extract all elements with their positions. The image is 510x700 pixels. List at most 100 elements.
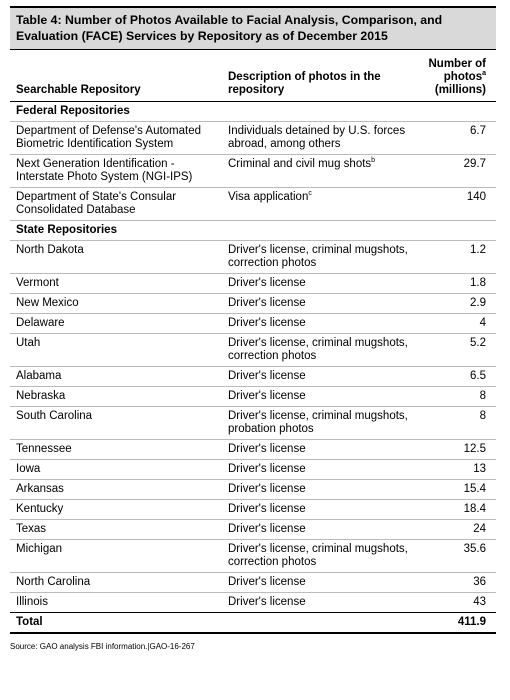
source: Source: GAO analysis FBI information.|GA… xyxy=(10,642,195,651)
photos: 5.2 xyxy=(414,333,496,367)
description: Criminal and civil mug shotsb xyxy=(222,154,414,188)
section-row: State Repositories xyxy=(10,220,496,241)
photos: 8 xyxy=(414,386,496,407)
column-header: Description of photos in the repository xyxy=(222,55,414,102)
description: Driver's license xyxy=(222,439,414,460)
photos: 140 xyxy=(414,187,496,221)
photos: 15.4 xyxy=(414,479,496,500)
data-row: North Dakota Driver's license, criminal m… xyxy=(10,240,496,274)
description-text: Driver's license xyxy=(228,576,306,588)
repository: Next Generation Identification - Interst… xyxy=(10,154,222,188)
description: Driver's license xyxy=(222,459,414,480)
photos: 36 xyxy=(414,572,496,593)
description-text: Driver's license xyxy=(228,596,306,608)
repository: Utah xyxy=(10,333,222,367)
description: Driver's license xyxy=(222,293,414,314)
photos: 6.5 xyxy=(414,366,496,387)
photos: 12.5 xyxy=(414,439,496,460)
section-title: State Repositories xyxy=(10,220,496,241)
photos: 24 xyxy=(414,519,496,540)
repository: Department of Defense's Automated Biomet… xyxy=(10,121,222,155)
description: Driver's license xyxy=(222,592,414,613)
repository: Kentucky xyxy=(10,499,222,520)
description: Driver's license, criminal mugshots, cor… xyxy=(222,539,414,573)
photos: 43 xyxy=(414,592,496,613)
photos: 1.2 xyxy=(414,240,496,274)
repository: Delaware xyxy=(10,313,222,334)
description-text: Driver's license, criminal mugshots, cor… xyxy=(228,244,408,269)
data-row: Next Generation Identification - Interst… xyxy=(10,154,496,188)
document: Table 4: Number of Photos Available to F… xyxy=(10,6,496,651)
data-row: Michigan Driver's license, criminal mugsh… xyxy=(10,539,496,573)
repository: Michigan xyxy=(10,539,222,573)
data-row: Delaware Driver's license 4 xyxy=(10,313,496,334)
description-text: Visa application xyxy=(228,191,309,203)
description-text: Individuals detained by U.S. forces abro… xyxy=(228,125,406,150)
description-text: Driver's license xyxy=(228,317,306,329)
description: Driver's license xyxy=(222,273,414,294)
description-text: Driver's license, criminal mugshots, pro… xyxy=(228,410,408,435)
repository: Vermont xyxy=(10,273,222,294)
description-text: Driver's license xyxy=(228,443,306,455)
repository: Texas xyxy=(10,519,222,540)
description: Driver's license xyxy=(222,572,414,593)
header-label: Searchable Repository xyxy=(16,84,141,96)
data-row: South Carolina Driver's license, criminal… xyxy=(10,406,496,440)
description-text: Driver's license xyxy=(228,463,306,475)
data-row: Utah Driver's license, criminal mugshots,… xyxy=(10,333,496,367)
description-text: Driver's license xyxy=(228,297,306,309)
repository: Tennessee xyxy=(10,439,222,460)
data-row: Iowa Driver's license 13 xyxy=(10,459,496,480)
data-row: Nebraska Driver's license 8 xyxy=(10,386,496,407)
description-text: Criminal and civil mug shots xyxy=(228,158,372,170)
data-row: Kentucky Driver's license 18.4 xyxy=(10,499,496,520)
repository: New Mexico xyxy=(10,293,222,314)
description-text: Driver's license xyxy=(228,390,306,402)
footnote-mark: c xyxy=(308,190,312,198)
photos: 4 xyxy=(414,313,496,334)
repository: Alabama xyxy=(10,366,222,387)
footnote-mark: a xyxy=(482,70,486,78)
header-label: Description of photos in the repository xyxy=(228,71,381,96)
photos: 1.8 xyxy=(414,273,496,294)
photos: 18.4 xyxy=(414,499,496,520)
data-row: Department of State's Consular Consolida… xyxy=(10,187,496,221)
section-title: Federal Repositories xyxy=(10,101,496,122)
description: Driver's license xyxy=(222,366,414,387)
data-row: Vermont Driver's license 1.8 xyxy=(10,273,496,294)
description: Driver's license xyxy=(222,519,414,540)
repository: Department of State's Consular Consolida… xyxy=(10,187,222,221)
repository: Illinois xyxy=(10,592,222,613)
data-row: Tennessee Driver's license 12.5 xyxy=(10,439,496,460)
total-row: Total 411.9 xyxy=(10,612,496,634)
photos: 8 xyxy=(414,406,496,440)
column-header: Number of photosa (millions) xyxy=(414,55,496,102)
description: Driver's license xyxy=(222,499,414,520)
header-row: Searchable Repository Description of phot… xyxy=(10,55,496,102)
title: Table 4: Number of Photos Available to F… xyxy=(10,6,496,50)
section-row: Federal Repositories xyxy=(10,101,496,122)
table: Searchable Repository Description of phot… xyxy=(10,55,496,634)
repository: Iowa xyxy=(10,459,222,480)
description: Driver's license, criminal mugshots, pro… xyxy=(222,406,414,440)
description: Driver's license, criminal mugshots, cor… xyxy=(222,333,414,367)
repository: North Dakota xyxy=(10,240,222,274)
data-row: Department of Defense's Automated Biomet… xyxy=(10,121,496,155)
photos: 35.6 xyxy=(414,539,496,573)
description: Individuals detained by U.S. forces abro… xyxy=(222,121,414,155)
footnote-mark: b xyxy=(371,157,376,165)
description: Driver's license xyxy=(222,313,414,334)
total-label: Total xyxy=(10,612,414,634)
repository: Arkansas xyxy=(10,479,222,500)
photos: 6.7 xyxy=(414,121,496,155)
column-header: Searchable Repository xyxy=(10,55,222,102)
repository: Nebraska xyxy=(10,386,222,407)
data-row: Texas Driver's license 24 xyxy=(10,519,496,540)
photos: 2.9 xyxy=(414,293,496,314)
description: Driver's license xyxy=(222,479,414,500)
description-text: Driver's license xyxy=(228,523,306,535)
description-text: Driver's license xyxy=(228,483,306,495)
data-row: New Mexico Driver's license 2.9 xyxy=(10,293,496,314)
data-row: Alabama Driver's license 6.5 xyxy=(10,366,496,387)
